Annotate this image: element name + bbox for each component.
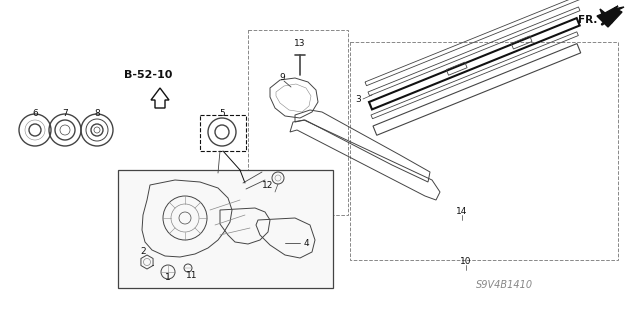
Text: B-52-10: B-52-10 bbox=[124, 70, 172, 80]
Text: 7: 7 bbox=[62, 108, 68, 117]
Polygon shape bbox=[597, 6, 624, 27]
Text: 8: 8 bbox=[94, 108, 100, 117]
Bar bbox=[248, 30, 348, 215]
Text: FR.: FR. bbox=[578, 15, 597, 25]
Text: 2: 2 bbox=[140, 248, 146, 256]
Text: S9V4B1410: S9V4B1410 bbox=[476, 280, 534, 290]
Text: 6: 6 bbox=[32, 108, 38, 117]
Bar bbox=[350, 42, 618, 260]
Text: 12: 12 bbox=[262, 182, 274, 190]
Text: 4: 4 bbox=[304, 239, 310, 248]
Text: 11: 11 bbox=[186, 271, 198, 280]
Bar bbox=[200, 115, 246, 151]
Text: 9: 9 bbox=[279, 73, 285, 83]
Text: 10: 10 bbox=[460, 257, 472, 266]
Text: 13: 13 bbox=[294, 40, 306, 48]
Text: 5: 5 bbox=[219, 108, 225, 117]
Bar bbox=[118, 170, 333, 288]
Text: 14: 14 bbox=[456, 207, 468, 217]
Text: 1: 1 bbox=[165, 273, 171, 282]
Text: 3: 3 bbox=[355, 94, 361, 103]
